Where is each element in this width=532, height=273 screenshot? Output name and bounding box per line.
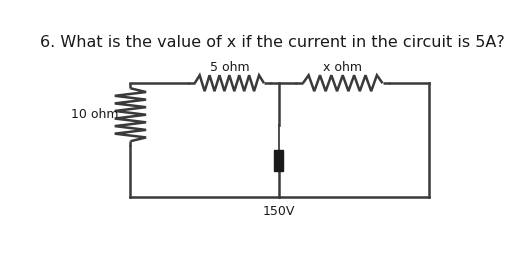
Text: 6. What is the value of x if the current in the circuit is 5A?: 6. What is the value of x if the current… [40,35,505,50]
Text: 150V: 150V [263,205,295,218]
Text: x ohm: x ohm [323,61,362,74]
Text: 5 ohm: 5 ohm [210,61,249,74]
Text: 10 ohm: 10 ohm [71,108,118,121]
FancyBboxPatch shape [275,150,284,171]
